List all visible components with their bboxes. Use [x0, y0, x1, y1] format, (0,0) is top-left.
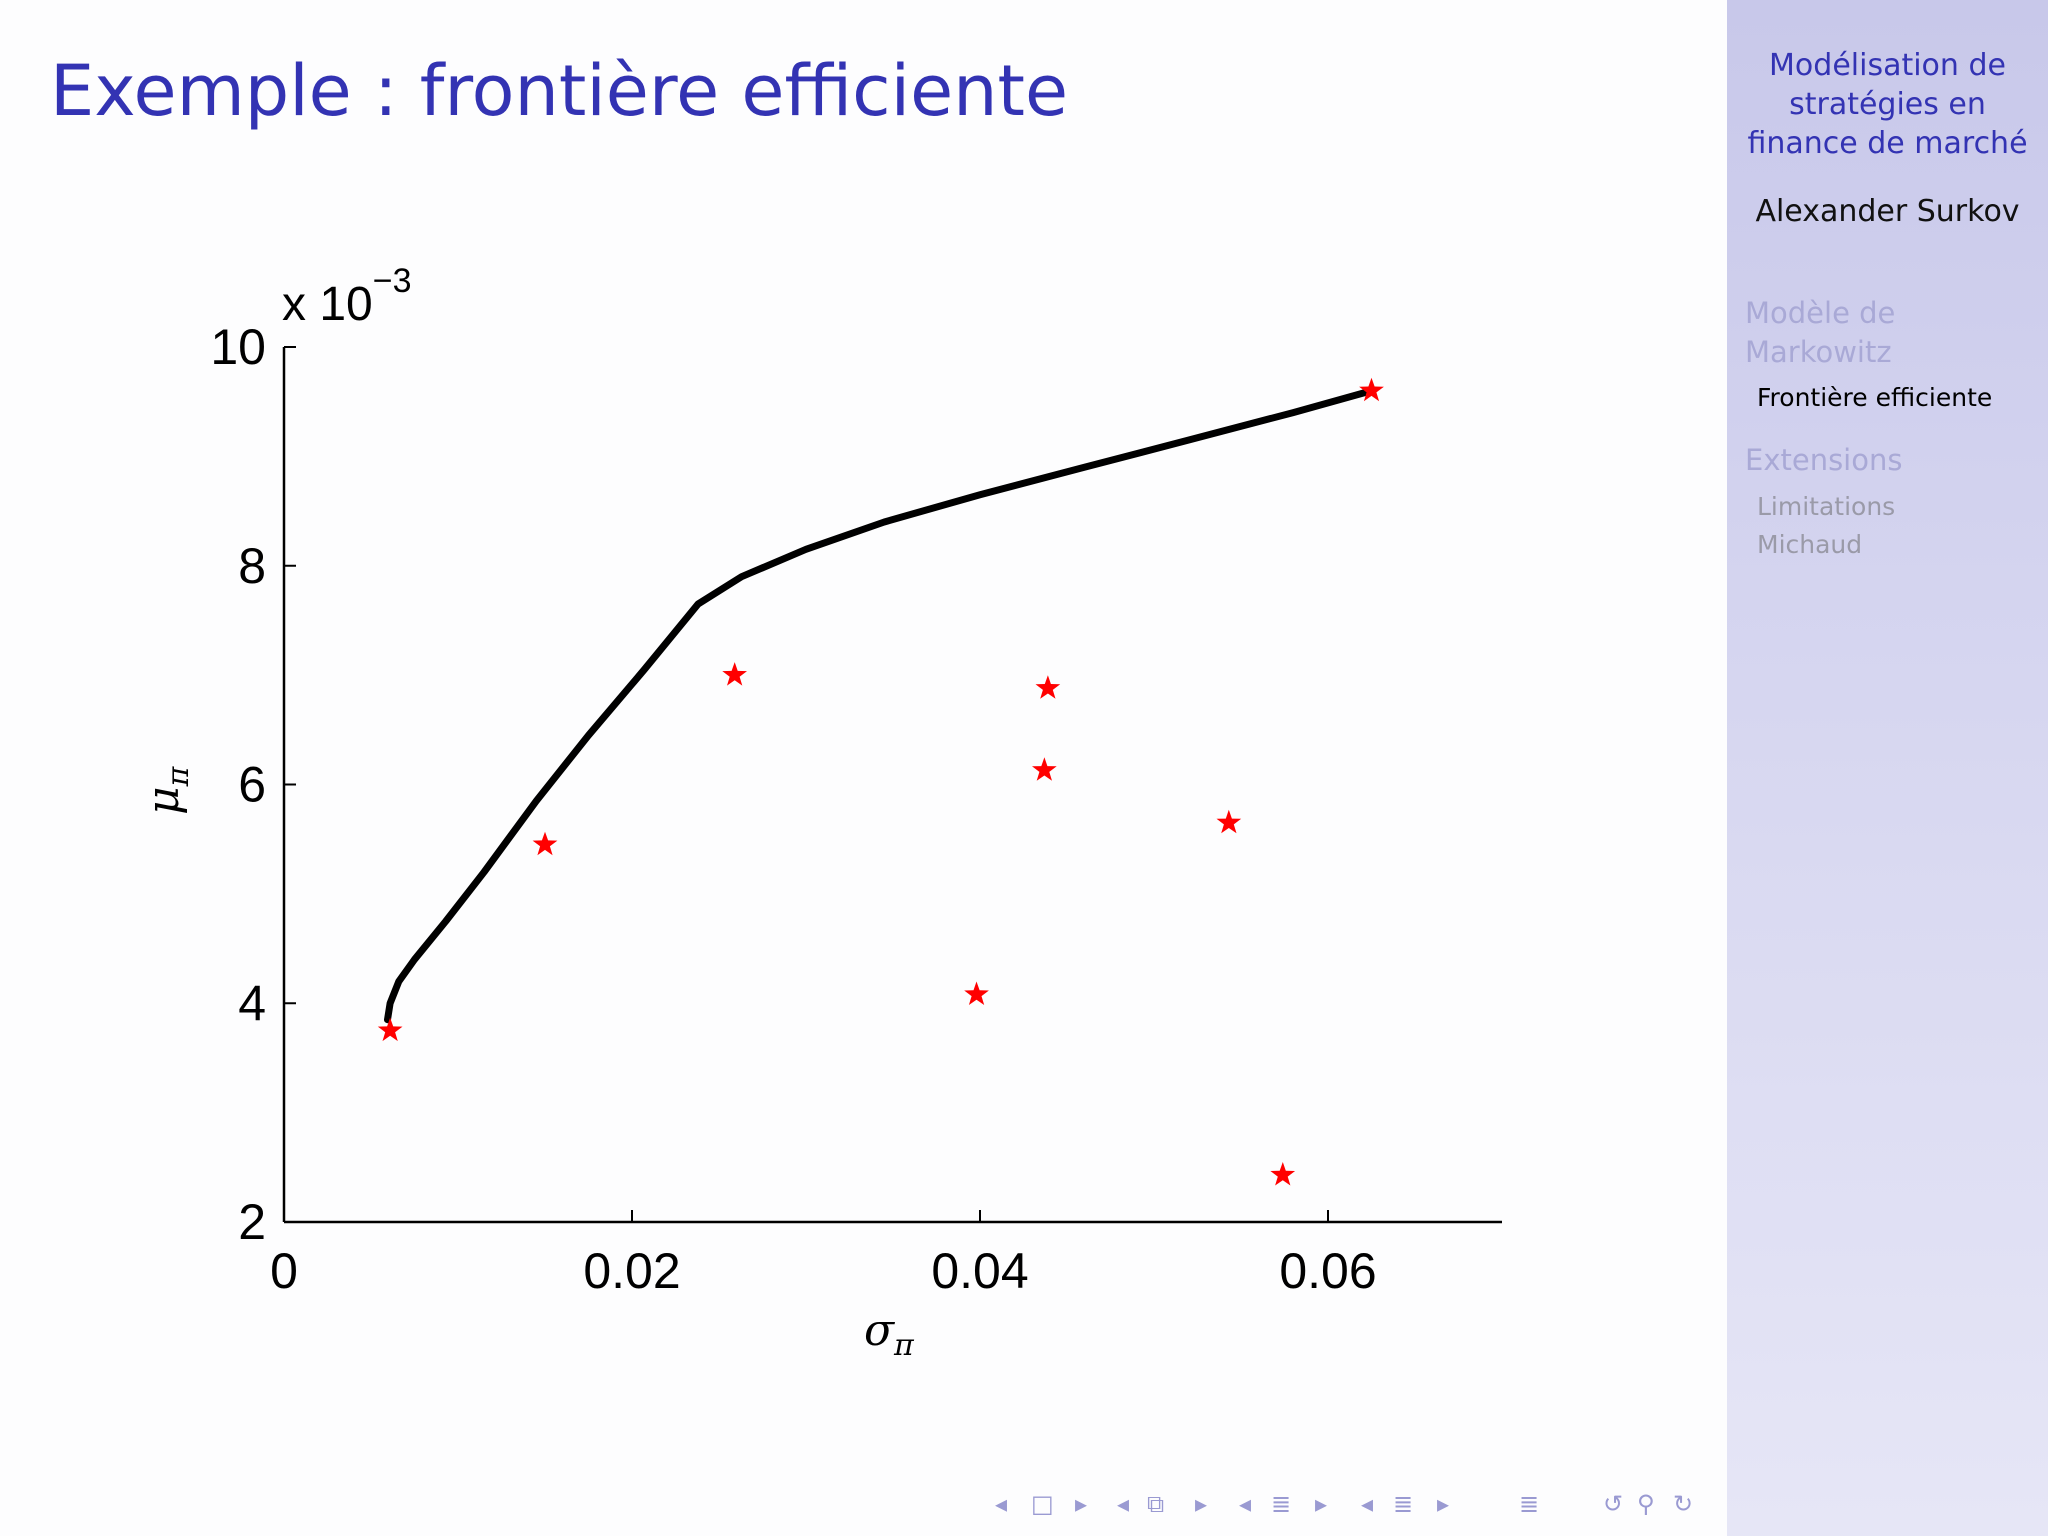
sidebar-item-michaud[interactable]: Michaud [1757, 530, 1863, 559]
portfolio-star-point [1032, 757, 1057, 781]
efficient-frontier-line [384, 387, 1375, 1024]
sidebar-talk-title[interactable]: Modélisation de stratégies en finance de… [1727, 46, 2048, 163]
sidebar-title-line: finance de marché [1747, 126, 2028, 161]
forward-icon[interactable]: ↻ [1673, 1490, 1694, 1518]
slide-main: Exemple : frontière efficiente 0 0.02 0.04… [50, 50, 1502, 1363]
back-icon[interactable]: ↺ [1603, 1490, 1624, 1518]
sidebar-title-line: Modélisation de [1769, 48, 2006, 83]
section-icon[interactable]: ≣ [1393, 1490, 1414, 1518]
x-tick-label: 0 [270, 1243, 298, 1299]
chart-series [377, 377, 1384, 1186]
slide-title: Exemple : frontière efficiente [50, 50, 1069, 132]
sidebar-item-frontiere-efficiente[interactable]: Frontière efficiente [1757, 383, 1993, 412]
sidebar: Modélisation de stratégies en finance de… [1727, 0, 2048, 1536]
x-axis-label: σπ [864, 1305, 915, 1363]
x-tick-label: 0.06 [1279, 1243, 1376, 1299]
nav-prev-icon[interactable]: ◂ [1239, 1490, 1252, 1518]
efficient-frontier-chart: 0 0.02 0.04 0.06 2 4 6 8 10 x 10−3 σπ μπ [138, 262, 1502, 1363]
x-tick-label: 0.04 [931, 1243, 1028, 1299]
nav-next-icon[interactable]: ▸ [1195, 1490, 1208, 1518]
nav-prev-icon[interactable]: ◂ [1117, 1490, 1130, 1518]
portfolio-star-point [1216, 809, 1242, 834]
sidebar-section-line: Markowitz [1745, 335, 1892, 369]
x-tick-label: 0.02 [583, 1243, 680, 1299]
sidebar-title-line: stratégies en [1789, 87, 1986, 122]
y-tick-label: 10 [210, 319, 266, 375]
nav-prev-icon[interactable]: ◂ [995, 1490, 1008, 1518]
nav-next-icon[interactable]: ▸ [1075, 1490, 1088, 1518]
menu-icon[interactable]: ≣ [1519, 1490, 1540, 1518]
y-axis-label: μπ [138, 765, 196, 815]
portfolio-star-point [1270, 1162, 1296, 1186]
sidebar-section-extensions[interactable]: Extensions [1745, 441, 1902, 480]
chart-axes [282, 347, 1502, 1224]
sidebar-author[interactable]: Alexander Surkov [1755, 194, 2020, 229]
portfolio-star-point [377, 1017, 403, 1042]
sidebar-section-markowitz[interactable]: Modèle de Markowitz [1745, 294, 1895, 372]
y-tick-label: 8 [238, 538, 266, 594]
chart-labels: x 10−3 σπ μπ [138, 262, 915, 1363]
y-tick-label: 2 [238, 1194, 266, 1250]
sidebar-section-line: Extensions [1745, 443, 1903, 477]
nav-prev-icon[interactable]: ◂ [1361, 1490, 1374, 1518]
portfolio-star-point [1035, 675, 1061, 699]
portfolio-star-point [722, 662, 747, 686]
chart-ticks: 0 0.02 0.04 0.06 2 4 6 8 10 [210, 319, 1376, 1299]
sidebar-section-line: Modèle de [1745, 296, 1896, 330]
portfolio-star-point [964, 981, 989, 1005]
beamer-navigation-bar: ◂ □ ▸ ◂ ⧉ ▸ ◂ ≣ ▸ ◂ ≣ ▸ ≣ ↺ ⚲ ↻ [995, 1490, 1715, 1520]
nav-next-icon[interactable]: ▸ [1437, 1490, 1450, 1518]
subsection-icon[interactable]: ≣ [1271, 1490, 1292, 1518]
sidebar-item-limitations[interactable]: Limitations [1757, 492, 1896, 521]
search-icon[interactable]: ⚲ [1637, 1490, 1655, 1518]
y-tick-label: 6 [238, 757, 266, 813]
frame-icon[interactable]: ⧉ [1147, 1490, 1165, 1518]
portfolio-star-point [1359, 377, 1384, 402]
portfolio-star-point [532, 831, 558, 856]
y-axis-multiplier: x 10−3 [282, 262, 412, 331]
y-tick-label: 4 [238, 975, 266, 1031]
slide-icon[interactable]: □ [1031, 1490, 1054, 1518]
nav-next-icon[interactable]: ▸ [1315, 1490, 1328, 1518]
